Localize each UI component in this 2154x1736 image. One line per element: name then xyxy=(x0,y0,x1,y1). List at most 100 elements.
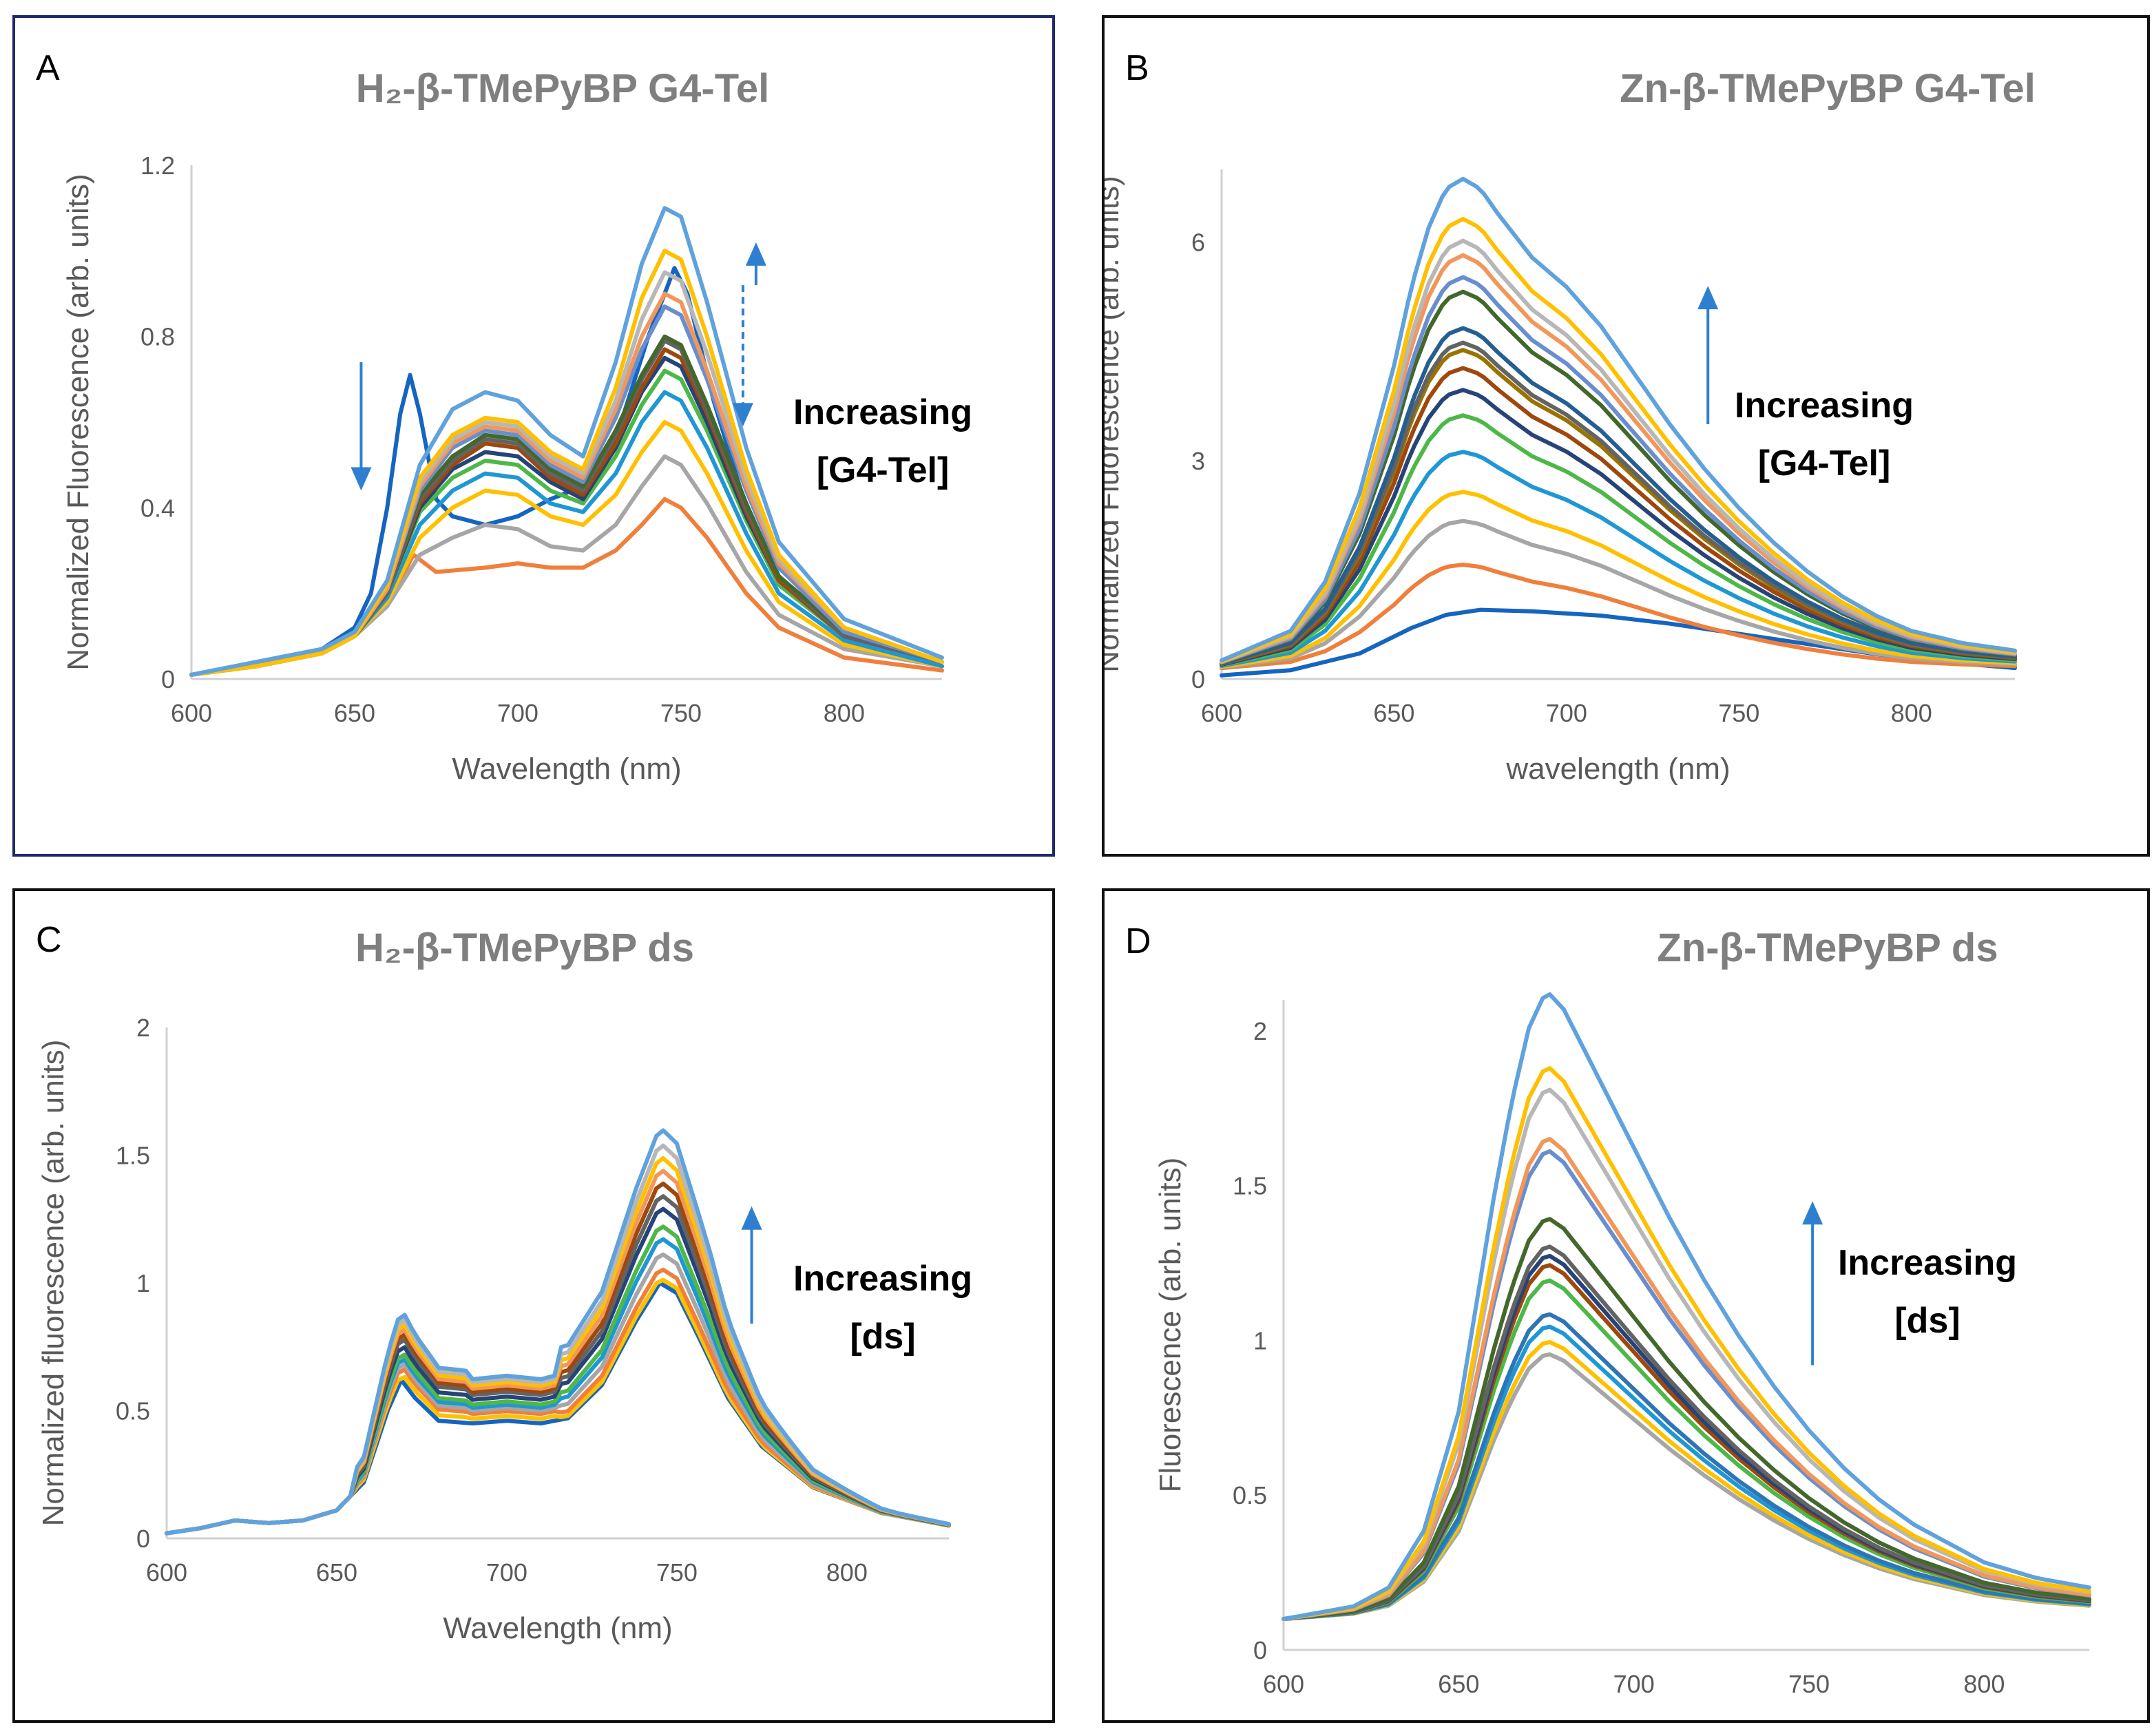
y-tick-label: 1.5 xyxy=(116,1142,150,1170)
x-tick-label: 650 xyxy=(334,699,375,727)
x-tick-label: 700 xyxy=(486,1558,527,1587)
trend-arrow-head xyxy=(732,403,753,427)
series-line xyxy=(189,249,944,677)
y-tick-label: 1.5 xyxy=(1233,1172,1267,1200)
series-line xyxy=(1282,1244,2091,1621)
annotation-line-1: Increasing xyxy=(1838,1243,2017,1283)
x-axis-label: wavelength (nm) xyxy=(1505,752,1730,786)
panel-letter: B xyxy=(1125,48,1149,88)
annotation-line-1: Increasing xyxy=(793,1259,972,1299)
x-tick-label: 800 xyxy=(824,699,865,727)
series-line xyxy=(1220,216,2017,664)
series-line xyxy=(1282,992,2091,1621)
annotation-line-2: [ds] xyxy=(1894,1301,1960,1341)
x-tick-label: 650 xyxy=(1438,1670,1479,1698)
x-tick-label: 800 xyxy=(1963,1670,2005,1698)
series-line xyxy=(1220,450,2017,668)
series-line xyxy=(1220,519,2017,669)
x-tick-label: 750 xyxy=(1788,1670,1830,1698)
annotation-line-2: [G4-Tel] xyxy=(1758,443,1891,483)
y-tick-label: 1 xyxy=(1253,1326,1267,1355)
series-line xyxy=(1220,563,2017,671)
y-tick-label: 0.5 xyxy=(116,1397,150,1425)
chart-title: Zn-β-TMePyBP G4-Tel xyxy=(1620,66,2036,111)
trend-arrow-head xyxy=(741,1206,762,1230)
y-tick-label: 0 xyxy=(136,1525,150,1553)
series-line xyxy=(165,1128,951,1536)
series-line xyxy=(1220,275,2017,665)
x-tick-label: 650 xyxy=(316,1558,357,1587)
panel-b: B Zn-β-TMePyBP G4-Tel 0 3 6 600 650 700 750 800 wa… xyxy=(1102,15,2150,857)
y-tick-label: 1 xyxy=(136,1269,150,1297)
y-tick-label: 0.5 xyxy=(1233,1481,1267,1509)
x-tick-label: 700 xyxy=(497,699,538,727)
x-tick-label: 600 xyxy=(146,1558,187,1587)
series-line xyxy=(1282,1087,2091,1621)
chart-b-svg: B Zn-β-TMePyBP G4-Tel 0 3 6 600 650 700 750 800 wa… xyxy=(1105,48,2036,786)
series-line xyxy=(1220,176,2017,662)
series-group xyxy=(165,1128,951,1536)
panel-letter: C xyxy=(36,920,62,960)
chart-title: Zn-β-TMePyBP ds xyxy=(1657,925,1998,970)
y-tick-label: 0 xyxy=(1191,665,1205,693)
series-line xyxy=(1282,1149,2091,1621)
y-tick-label: 3 xyxy=(1191,447,1205,475)
series-line xyxy=(1220,238,2017,664)
series-line xyxy=(1282,1312,2091,1621)
y-tick-label: 2 xyxy=(1253,1017,1267,1045)
series-line xyxy=(189,390,944,677)
series-group xyxy=(1220,176,2017,678)
trend-arrow-head xyxy=(745,242,766,266)
y-tick-label: 1.2 xyxy=(140,151,175,180)
y-axis-label: Fluorescence (arb. units) xyxy=(1153,1158,1187,1493)
x-axis-label: Wavelength (nm) xyxy=(443,1611,672,1645)
trend-arrow-head xyxy=(351,467,372,491)
chart-title: H₂-β-TMePyBP G4-Tel xyxy=(356,66,769,111)
trend-arrow-head xyxy=(1697,286,1719,310)
panel-d: D Zn-β-TMePyBP ds 0 0.5 1 1.5 2 600 650 700 750 800… xyxy=(1102,888,2150,1723)
annotation-line-1: Increasing xyxy=(793,393,972,432)
series-line xyxy=(1220,388,2017,667)
series-line xyxy=(1282,1066,2091,1621)
x-tick-label: 700 xyxy=(1546,699,1587,727)
series-line xyxy=(189,496,944,677)
x-tick-label: 750 xyxy=(660,699,702,727)
series-line xyxy=(1220,490,2017,669)
x-tick-label: 600 xyxy=(171,699,212,727)
x-tick-label: 600 xyxy=(1263,1670,1304,1698)
trend-arrow-head xyxy=(1802,1201,1823,1225)
y-tick-label: 2 xyxy=(136,1014,150,1042)
annotation-line-1: Increasing xyxy=(1735,386,1914,426)
y-tick-label: 0 xyxy=(161,665,175,693)
x-tick-label: 600 xyxy=(1201,699,1242,727)
chart-d-svg: D Zn-β-TMePyBP ds 0 0.5 1 1.5 2 600 650 700 750 800… xyxy=(1125,921,2091,1698)
x-tick-label: 750 xyxy=(1718,699,1759,727)
series-line xyxy=(165,1143,951,1536)
series-line xyxy=(165,1156,951,1536)
x-tick-label: 750 xyxy=(656,1558,698,1587)
annotation-line-2: [ds] xyxy=(850,1317,915,1357)
series-line xyxy=(1282,1217,2091,1621)
y-axis-label: Normalized fluorescence (arb. units) xyxy=(36,1040,70,1527)
y-axis-label: Normalized Fluorescence (arb. units) xyxy=(61,174,95,670)
y-tick-label: 0.4 xyxy=(140,494,175,522)
series-group xyxy=(189,206,944,677)
panel-a: A H₂-β-TMePyBP G4-Tel 0 0.4 0.8 1.2 600 650 700 7… xyxy=(12,15,1055,857)
series-line xyxy=(1282,1137,2091,1621)
y-tick-label: 0.8 xyxy=(140,323,175,351)
series-line xyxy=(1220,326,2017,666)
x-axis-label: Wavelength (nm) xyxy=(452,752,681,786)
series-line xyxy=(189,206,944,677)
chart-title: H₂-β-TMePyBP ds xyxy=(355,925,694,970)
x-tick-label: 700 xyxy=(1613,1670,1655,1698)
chart-a-svg: A H₂-β-TMePyBP G4-Tel 0 0.4 0.8 1.2 600 650 700 7… xyxy=(36,48,972,786)
panel-letter: A xyxy=(36,48,60,88)
series-group xyxy=(1282,992,2091,1621)
x-tick-label: 800 xyxy=(826,1558,868,1587)
panel-letter: D xyxy=(1125,921,1151,961)
y-tick-label: 0 xyxy=(1253,1636,1267,1664)
panel-c: C H₂-β-TMePyBP ds 0 0.5 1 1.5 2 600 650 700 750 800… xyxy=(12,888,1055,1723)
series-line xyxy=(1220,413,2017,667)
x-tick-label: 650 xyxy=(1373,699,1414,727)
annotation-line-2: [G4-Tel] xyxy=(817,450,950,490)
